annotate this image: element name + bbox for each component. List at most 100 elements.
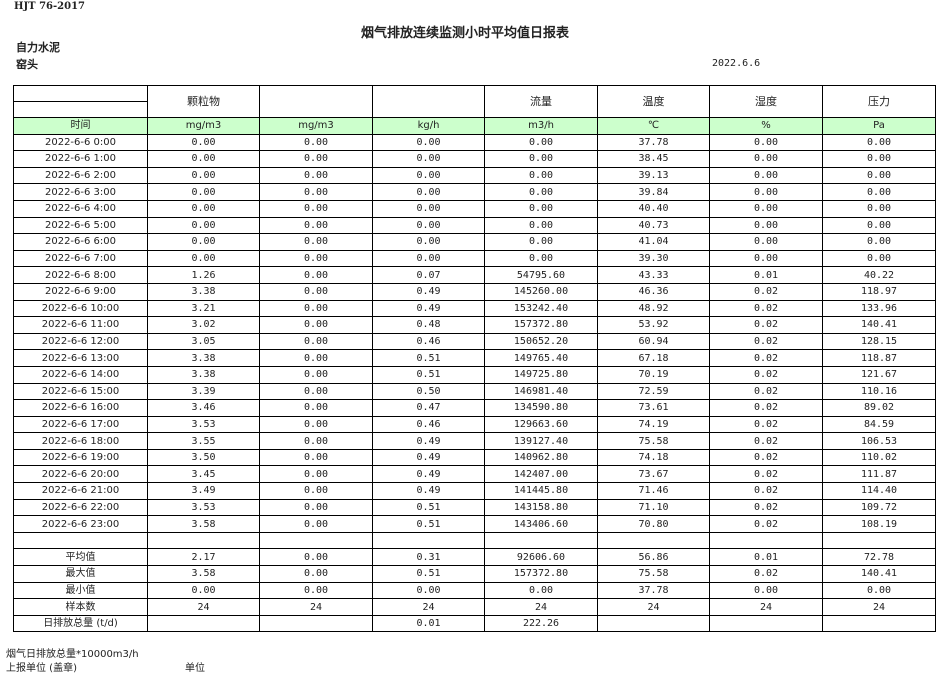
value-cell: 145260.00 [484,282,598,301]
time-cell: 2022-6-6 4:00 [13,199,148,218]
value-cell: 0.49 [372,465,485,484]
table-row: 2022-6-6 6:00 0.00 0.00 0.00 0.00 41.04 0.00 0.… [13,233,936,251]
value-cell: 109.72 [822,498,936,517]
value-cell: 1.26 [147,266,260,284]
time-cell: 2022-6-6 16:00 [13,399,148,417]
value-cell: 0.00 [259,548,373,567]
time-cell: 2022-6-6 10:00 [13,299,148,318]
value-cell: 0.00 [709,183,823,201]
value-cell: 40.73 [597,216,710,235]
value-cell: 0.49 [372,282,485,301]
value-cell: 53.92 [597,316,710,334]
value-cell: 157372.80 [484,316,598,334]
value-cell: 3.50 [147,448,260,467]
value-cell [822,614,936,633]
value-cell: 0.00 [484,150,598,168]
value-cell: 0.02 [709,316,823,334]
value-cell: 143406.60 [484,515,598,533]
value-cell: 0.00 [259,515,373,533]
value-cell: 0.00 [259,166,373,185]
table-row: 2022-6-6 21:00 3.49 0.00 0.49 141445.80 71.46… [13,482,936,500]
value-cell: 141445.80 [484,482,598,500]
time-cell: 2022-6-6 17:00 [13,415,148,434]
value-cell: 75.58 [597,565,710,583]
value-cell: 153242.40 [484,299,598,318]
blank-cell [372,531,485,550]
stat-label: 最大值 [13,565,148,583]
blank-cell [709,531,823,550]
value-cell: 89.02 [822,399,936,417]
unit-cell: mg/m3 [147,117,260,135]
time-cell: 2022-6-6 12:00 [13,332,148,351]
value-cell [709,614,823,633]
value-cell: 24 [484,598,598,616]
value-cell: 3.38 [147,282,260,301]
table-row: 2022-6-6 13:00 3.38 0.00 0.51 149765.40 67.18… [13,349,936,367]
value-cell: 110.16 [822,382,936,401]
value-cell: 0.02 [709,482,823,500]
table-row: 2022-6-6 12:00 3.05 0.00 0.46 150652.20 60.94… [13,332,936,351]
unit-time: 时间 [13,117,148,135]
unit-cell: Pa [822,117,936,135]
value-cell: 0.00 [147,249,260,268]
value-cell: 0.48 [372,316,485,334]
footer-unit: 单位 [185,663,205,674]
value-cell: 0.00 [484,183,598,201]
value-cell: 0.00 [147,216,260,235]
value-cell: 71.46 [597,482,710,500]
stat-label: 样本数 [13,598,148,616]
value-cell: 0.02 [709,498,823,517]
value-cell: 24 [259,598,373,616]
value-cell: 0.02 [709,299,823,318]
value-cell: 3.49 [147,482,260,500]
value-cell: 146981.40 [484,382,598,401]
table-row: 2022-6-6 11:00 3.02 0.00 0.48 157372.80 53.92… [13,316,936,334]
value-cell: 0.02 [709,399,823,417]
value-cell: 0.02 [709,465,823,484]
value-cell: 134590.80 [484,399,598,417]
value-cell: 0.00 [259,498,373,517]
value-cell: 0.00 [822,581,936,600]
time-cell: 2022-6-6 3:00 [13,183,148,201]
value-cell: 0.00 [709,150,823,168]
value-cell: 0.02 [709,382,823,401]
value-cell: 60.94 [597,332,710,351]
value-cell: 111.87 [822,465,936,484]
value-cell: 0.00 [259,382,373,401]
table-row: 2022-6-6 17:00 3.53 0.00 0.46 129663.60 74.19… [13,415,936,434]
value-cell: 0.00 [484,216,598,235]
value-cell: 0.00 [147,166,260,185]
value-cell: 43.33 [597,266,710,284]
value-cell: 0.00 [822,150,936,168]
value-cell: 139127.40 [484,432,598,450]
blank-cell [484,531,598,550]
value-cell: 129663.60 [484,415,598,434]
value-cell: 39.30 [597,249,710,268]
footer-note: 烟气日排放总量*10000m3/h [6,649,139,660]
time-cell: 2022-6-6 20:00 [13,465,148,484]
value-cell: 24 [822,598,936,616]
time-cell: 2022-6-6 21:00 [13,482,148,500]
value-cell: 0.00 [259,432,373,450]
stat-label: 最小值 [13,581,148,600]
value-cell: 0.00 [259,448,373,467]
value-cell: 3.46 [147,399,260,417]
value-cell: 0.50 [372,382,485,401]
value-cell: 0.00 [259,249,373,268]
value-cell: 114.40 [822,482,936,500]
value-cell: 0.02 [709,515,823,533]
report-table: 颗粒物 流量 温度 湿度 压力 时间 mg/m3 mg/m3 kg/h m3/h ℃% Pa… [13,85,936,633]
time-cell: 2022-6-6 15:00 [13,382,148,401]
value-cell: 0.00 [259,183,373,201]
value-cell: 0.02 [709,349,823,367]
value-cell: 0.00 [372,133,485,152]
header-blank-top [13,85,148,102]
value-cell: 0.02 [709,448,823,467]
stat-label: 日排放总量 (t/d) [13,614,148,633]
value-cell: 0.46 [372,332,485,351]
value-cell: 0.49 [372,432,485,450]
value-cell: 0.00 [147,150,260,168]
footer-reporter: 上报单位 (盖章) [6,663,77,674]
value-cell: 3.38 [147,365,260,384]
value-cell [597,614,710,633]
